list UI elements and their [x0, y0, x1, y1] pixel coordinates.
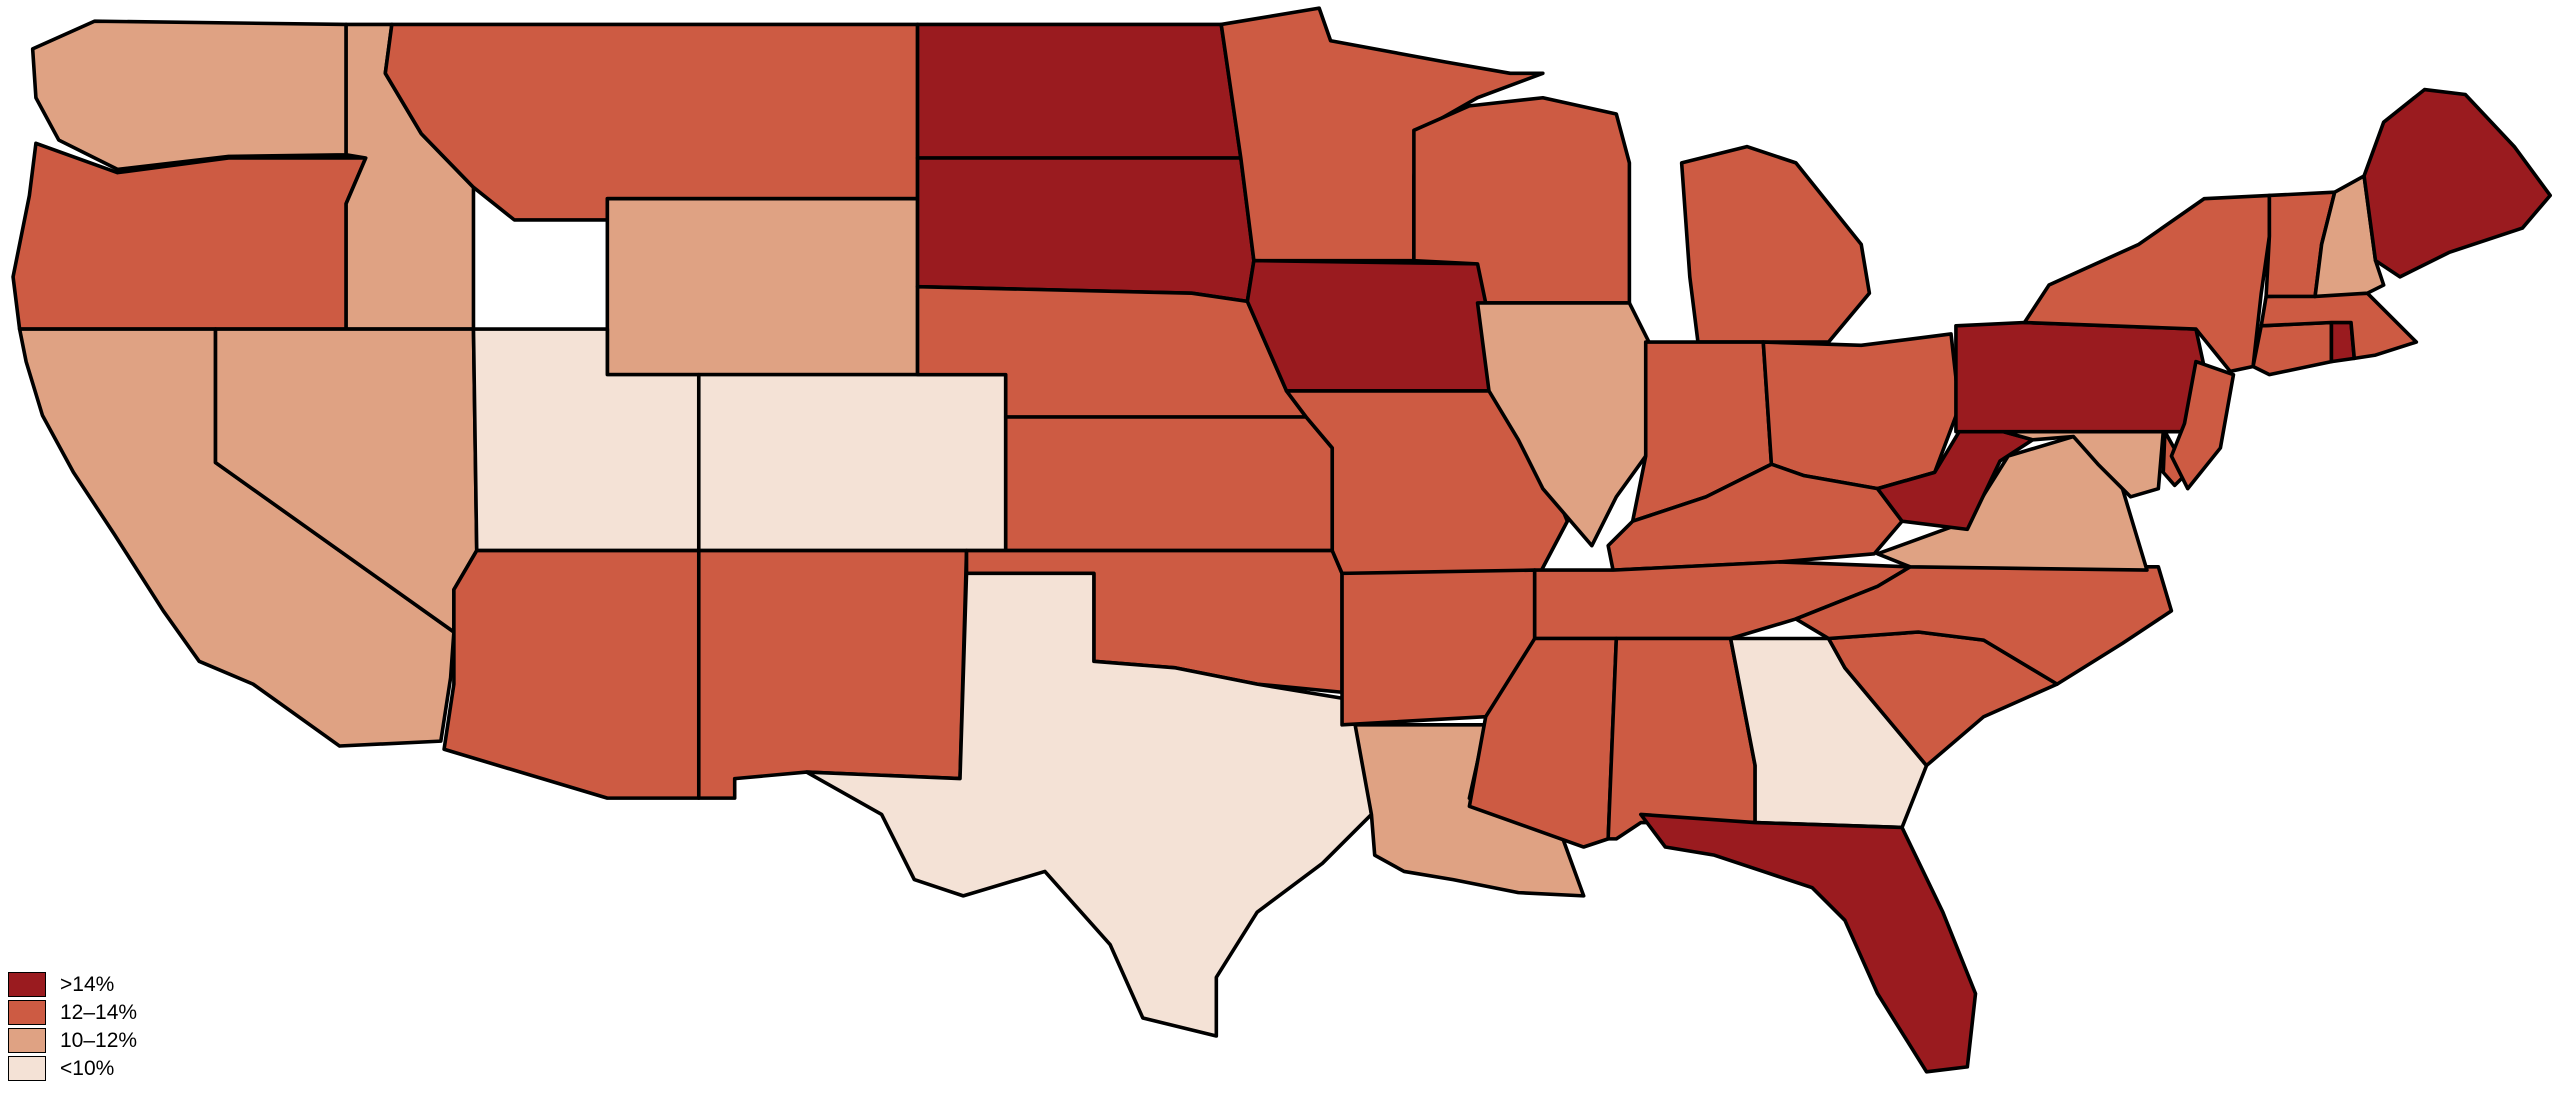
state-MA: [2259, 291, 2419, 361]
state-AL: [1606, 636, 1757, 841]
state-ND: [915, 22, 1243, 160]
state-CO: [696, 372, 1008, 553]
legend-label: <10%: [60, 1056, 115, 1080]
legend-swatch: [8, 971, 46, 997]
legend-item: 10–12%: [8, 1026, 137, 1054]
state-WY: [605, 196, 920, 377]
legend-swatch: [8, 1055, 46, 1081]
state-SD: [915, 156, 1256, 304]
legend-label: >14%: [60, 972, 115, 996]
state-WI: [1412, 95, 1632, 305]
state-OR: [11, 141, 368, 331]
state-AZ: [442, 548, 701, 800]
state-TX: [804, 571, 1374, 1038]
legend-item: <10%: [8, 1054, 137, 1082]
state-FL: [1639, 812, 1978, 1074]
legend-swatch: [8, 999, 46, 1025]
state-WA: [30, 19, 348, 172]
legend-item: >14%: [8, 970, 137, 998]
state-CT: [2251, 320, 2334, 377]
state-OH: [1761, 332, 1961, 491]
legend-item: 12–14%: [8, 998, 137, 1026]
state-NM: [696, 548, 969, 800]
legend-swatch: [8, 1027, 46, 1053]
state-IL: [1475, 301, 1651, 548]
state-MI: [1679, 144, 1872, 344]
map-legend: >14% 12–14% 10–12% <10%: [8, 970, 137, 1082]
state-KS: [1003, 415, 1335, 553]
state-PA: [1954, 320, 2206, 434]
state-ME: [2362, 87, 2552, 279]
state-NC: [1794, 565, 2174, 686]
legend-label: 12–14%: [60, 1000, 138, 1024]
state-MD: [2001, 429, 2166, 499]
state-NJ: [2169, 359, 2236, 491]
legend-label: 10–12%: [60, 1028, 138, 1052]
